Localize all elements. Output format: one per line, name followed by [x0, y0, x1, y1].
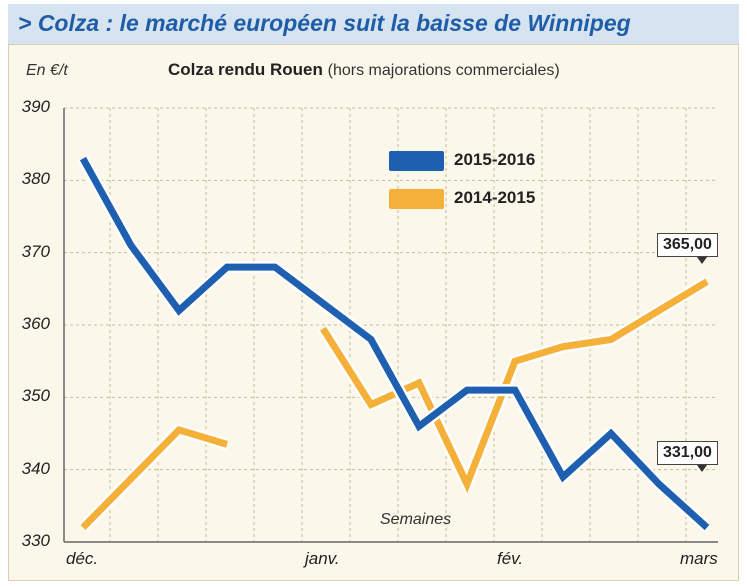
value-callout: 365,00 [657, 233, 718, 264]
x-tick-label: mars [680, 549, 718, 568]
series-2015-2016-line [79, 156, 710, 531]
x-tick-label: déc. [66, 549, 99, 568]
x-tick-label: janv. [305, 549, 340, 568]
header-banner: > Colza : le marché européen suit la bai… [8, 4, 739, 44]
legend-label: 2015-2016 [454, 150, 536, 169]
y-tick-label: 390 [21, 97, 50, 116]
x-tick-label: fév. [497, 549, 524, 568]
chart-title-text: Colza rendu Rouen [168, 60, 323, 79]
series-2014-2015-line [80, 425, 229, 530]
x-axis-label: Semaines [380, 511, 452, 528]
y-axis-label: En €/t [26, 62, 68, 79]
legend-label: 2014-2015 [454, 188, 536, 207]
chart-subtitle: (hors majorations commerciales) [327, 62, 560, 79]
y-tick-label: 380 [21, 169, 50, 189]
legend-swatch [389, 151, 444, 171]
y-tick-label: 340 [21, 458, 50, 478]
series-2014-2015-halo [78, 423, 229, 532]
chart-frame [8, 44, 739, 581]
y-tick-label: 330 [21, 531, 50, 550]
y-tick-label: 360 [21, 314, 50, 333]
y-tick-label: 350 [21, 386, 50, 406]
y-tick-label: 370 [21, 241, 50, 261]
series-2014-2015-halo [317, 276, 711, 491]
legend-swatch [389, 189, 444, 209]
chart-title: Colza rendu Rouen (hors majorations comm… [168, 60, 560, 80]
value-callout: 331,00 [657, 441, 718, 472]
page-title: > Colza : le marché européen suit la bai… [18, 10, 631, 36]
series-2014-2015-line [320, 278, 709, 493]
